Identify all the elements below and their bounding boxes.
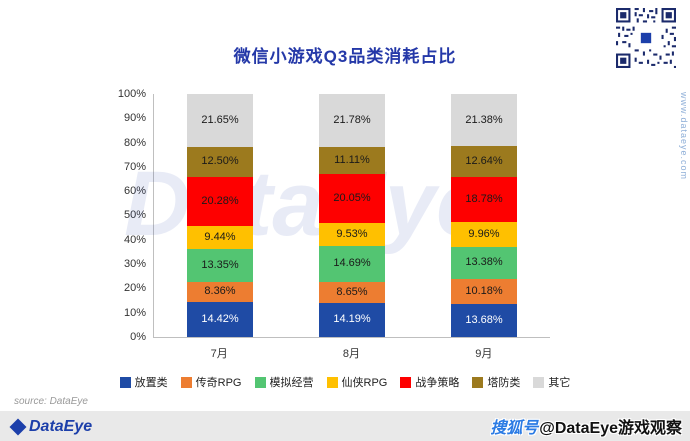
segment-value-label: 10.18%: [465, 284, 503, 297]
bar-segment: 18.78%: [451, 176, 517, 223]
segment-value-label: 8.65%: [336, 285, 368, 298]
y-tick-label: 60%: [123, 185, 146, 198]
segment-value-label: 12.50%: [201, 155, 239, 168]
bar-segment: 21.38%: [451, 94, 517, 147]
segment-value-label: 11.11%: [334, 153, 370, 166]
x-tick-label: 9月: [475, 348, 493, 360]
segment-value-label: 14.42%: [201, 312, 239, 325]
segment-value-label: 13.38%: [465, 256, 503, 269]
dataeye-logo-icon: [9, 418, 27, 436]
chart-legend: 放置类 传奇RPG 模拟经营 仙侠RPG 战争策略 塔防类 其它: [0, 374, 690, 390]
stacked-bar-chart: 100% 90% 80% 70% 60% 50% 40% 30% 20% 10% 0% DataEy…: [105, 88, 550, 361]
chart-title: 微信小游戏Q3品类消耗占比: [233, 47, 457, 66]
legend-item: 其它: [533, 374, 570, 390]
segment-value-label: 13.35%: [201, 258, 239, 271]
bar-segment: 13.38%: [451, 246, 517, 280]
bar-segment: 13.35%: [187, 249, 253, 282]
y-tick-label: 10%: [123, 306, 146, 319]
y-tick-label: 80%: [123, 136, 146, 149]
legend-swatch: [254, 376, 266, 388]
legend-item: 传奇RPG: [180, 374, 242, 390]
bar-segment: 8.36%: [187, 281, 253, 302]
badge-handle: @DataEye游戏观察: [539, 420, 682, 437]
legend-swatch: [119, 376, 131, 388]
bar-segment: 11.11%: [319, 146, 385, 174]
legend-item: 塔防类: [472, 374, 520, 390]
bar-segment: 21.65%: [187, 94, 253, 147]
legend-label: 战争策略: [415, 377, 460, 389]
segment-value-label: 14.69%: [333, 257, 371, 270]
bar-segment: 10.18%: [451, 279, 517, 304]
bar-segment: 21.78%: [319, 94, 385, 147]
bar-segment: 12.64%: [451, 146, 517, 177]
y-tick-label: 90%: [123, 112, 146, 125]
y-tick-label: 0%: [130, 330, 146, 343]
dataeye-logo: DataEye: [9, 418, 93, 436]
segment-value-label: 9.44%: [204, 231, 236, 244]
legend-label: 模拟经营: [269, 377, 314, 389]
y-tick-label: 100%: [117, 88, 146, 100]
bar-segment: 12.50%: [187, 146, 253, 178]
legend-swatch: [180, 376, 192, 388]
bar-segment: 14.69%: [319, 245, 385, 282]
bar-segment: 14.42%: [187, 301, 253, 337]
bar-column: 14.19% 8.65% 14.69% 9.53% 20.05% 11.11% 21.78%: [319, 94, 385, 337]
legend-swatch: [400, 376, 412, 388]
plot-area: DataEye 14.42% 8.36% 13.35% 9.44% 20.28% 12.5…: [124, 94, 550, 338]
bar-segment: 20.05%: [319, 173, 385, 223]
dataeye-logo-text: DataEye: [29, 418, 93, 435]
bar-segment: 13.68%: [451, 303, 517, 337]
bar-segment: 8.65%: [319, 281, 385, 303]
legend-label: 传奇RPG: [195, 377, 242, 389]
segment-value-label: 9.53%: [336, 227, 368, 240]
bar-column: 14.42% 8.36% 13.35% 9.44% 20.28% 12.50% 21.65%: [187, 94, 253, 337]
legend-label: 其它: [548, 377, 571, 389]
y-tick-label: 20%: [123, 282, 146, 295]
bar-segment: 9.53%: [319, 222, 385, 246]
website-url: www.dataeye.com: [679, 92, 689, 181]
footer-band: [0, 411, 690, 441]
bar-segment: 14.19%: [319, 302, 385, 337]
legend-label: 仙侠RPG: [341, 377, 388, 389]
legend-item: 仙侠RPG: [326, 374, 388, 390]
segment-value-label: 9.96%: [468, 227, 500, 240]
x-tick-label: 8月: [342, 348, 361, 360]
x-tick-label: 7月: [210, 348, 228, 360]
segment-value-label: 21.78%: [333, 114, 371, 126]
y-tick-label: 40%: [123, 233, 146, 246]
segment-value-label: 20.28%: [201, 195, 239, 208]
segment-value-label: 8.36%: [204, 285, 236, 298]
legend-label: 放置类: [134, 377, 168, 389]
y-tick-label: 50%: [123, 209, 146, 222]
qr-code: [616, 8, 676, 68]
segment-value-label: 21.38%: [465, 113, 503, 126]
legend-item: 模拟经营: [254, 374, 314, 390]
legend-item: 放置类: [119, 374, 168, 390]
segment-value-label: 12.64%: [465, 154, 503, 167]
y-tick-label: 70%: [123, 160, 146, 173]
bar-segment: 9.96%: [451, 222, 517, 247]
bar-segment: 9.44%: [187, 226, 253, 250]
bar-segment: 20.28%: [187, 177, 253, 227]
bars: 14.42% 8.36% 13.35% 9.44% 20.28% 12.50% 21.65%…: [154, 94, 550, 337]
legend-label: 塔防类: [487, 377, 521, 389]
legend-swatch: [326, 376, 338, 388]
segment-value-label: 20.05%: [333, 191, 371, 204]
badge-platform: 搜狐号: [490, 420, 539, 437]
bar-column: 13.68% 10.18% 13.38% 9.96% 18.78% 12.64% 21.38…: [451, 94, 517, 337]
y-axis: 100% 90% 80% 70% 60% 50% 40% 30% 20% 10% 0%: [105, 88, 153, 343]
segment-value-label: 18.78%: [465, 193, 503, 206]
legend-swatch: [472, 376, 484, 388]
segment-value-label: 21.65%: [201, 113, 239, 126]
legend-item: 战争策略: [400, 374, 459, 390]
source-note: source: DataEye: [14, 396, 88, 407]
legend-swatch: [533, 376, 545, 388]
segment-value-label: 14.19%: [333, 313, 371, 326]
account-badge: 搜狐号@DataEye游戏观察: [490, 414, 682, 438]
x-axis: 7月 8月 9月: [153, 338, 550, 361]
segment-value-label: 13.68%: [465, 313, 503, 326]
y-tick-label: 30%: [123, 258, 146, 271]
